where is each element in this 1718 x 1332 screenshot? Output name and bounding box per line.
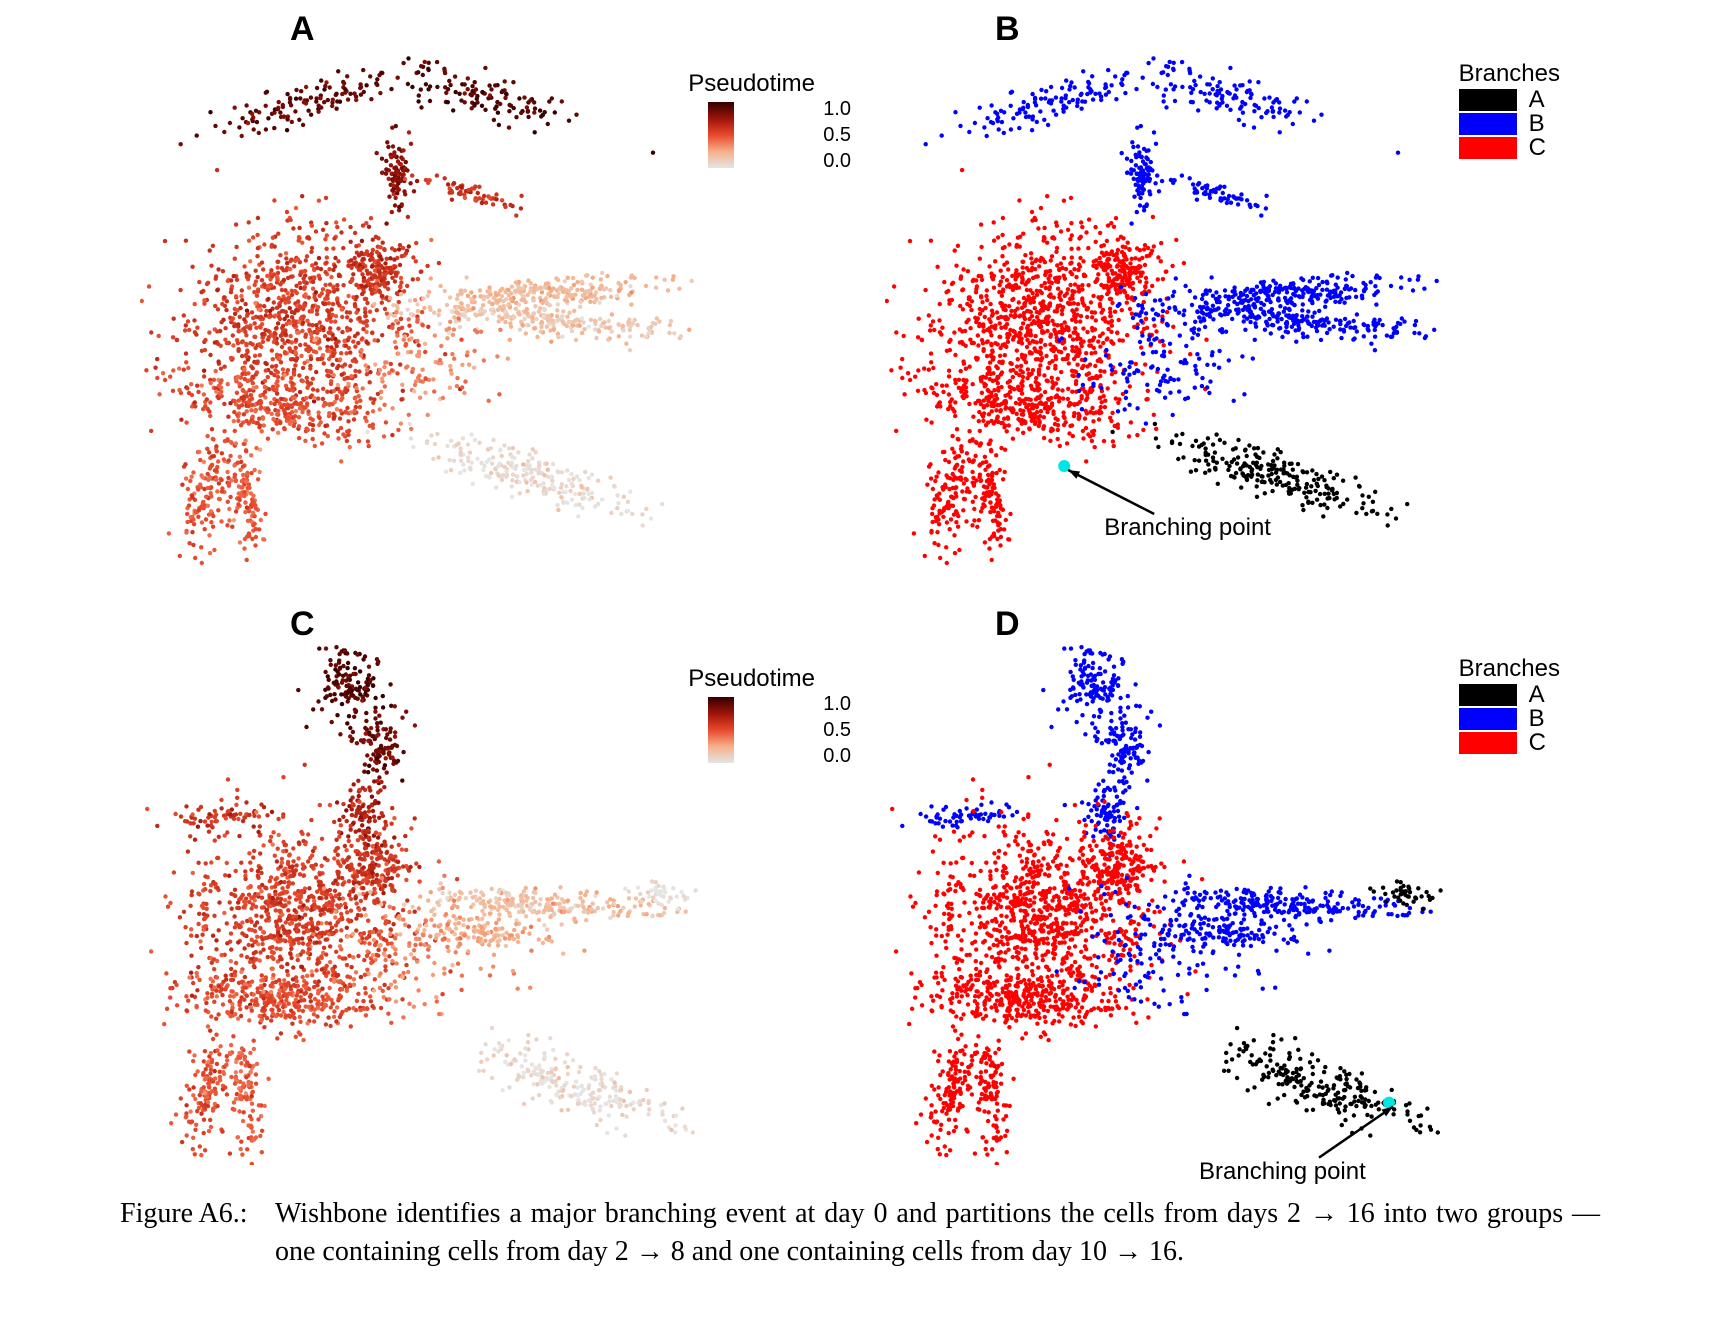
panel-A: A Pseudotime 1.0 0.5 0.0 bbox=[120, 10, 855, 595]
branching-point-label: Branching point bbox=[1199, 1158, 1366, 1186]
legend-label: C bbox=[1529, 136, 1546, 160]
legend-row: A bbox=[1459, 683, 1560, 707]
swatch-icon bbox=[1459, 89, 1517, 111]
colorbar-A bbox=[708, 102, 734, 168]
scatter-A bbox=[140, 50, 700, 570]
legend-row: B bbox=[1459, 707, 1560, 731]
panel-D: D Branches A B C Branching point bbox=[865, 605, 1600, 1190]
legend-label: A bbox=[1529, 88, 1545, 112]
branching-point-label: Branching point bbox=[1104, 514, 1271, 542]
legend-title: Branches bbox=[1459, 655, 1560, 683]
legend-row: A bbox=[1459, 88, 1560, 112]
legend-branches-B: Branches A B C bbox=[1459, 60, 1560, 160]
caption-fignum: Figure A6.: bbox=[120, 1195, 275, 1271]
panel-C: C Pseudotime 1.0 0.5 0.0 bbox=[120, 605, 855, 1190]
swatch-icon bbox=[1459, 137, 1517, 159]
colorbar-tick: 0.0 bbox=[823, 745, 851, 768]
legend-branches-D: Branches A B C bbox=[1459, 655, 1560, 755]
panel-label-D: D bbox=[995, 605, 1020, 644]
legend-row: B bbox=[1459, 112, 1560, 136]
scatter-D bbox=[885, 645, 1445, 1165]
swatch-icon bbox=[1459, 708, 1517, 730]
panel-label-A: A bbox=[290, 10, 315, 49]
panel-label-C: C bbox=[290, 605, 315, 644]
scatter-C bbox=[140, 645, 700, 1165]
figure-grid: A Pseudotime 1.0 0.5 0.0 B Branches A B … bbox=[120, 10, 1600, 1190]
colorbar-tick: 1.0 bbox=[823, 98, 851, 121]
legend-pseudotime-A: Pseudotime 1.0 0.5 0.0 bbox=[688, 70, 815, 168]
scatter-B bbox=[885, 50, 1445, 570]
legend-label: B bbox=[1529, 707, 1545, 731]
swatch-icon bbox=[1459, 684, 1517, 706]
legend-label: A bbox=[1529, 683, 1545, 707]
swatch-icon bbox=[1459, 732, 1517, 754]
colorbar-tick: 1.0 bbox=[823, 693, 851, 716]
legend-row: C bbox=[1459, 136, 1560, 160]
figure-caption: Figure A6.: Wishbone identifies a major … bbox=[120, 1195, 1600, 1271]
legend-title: Pseudotime bbox=[688, 70, 815, 98]
caption-text: Wishbone identifies a major branching ev… bbox=[275, 1195, 1600, 1271]
colorbar-tick: 0.5 bbox=[823, 124, 851, 147]
panel-label-B: B bbox=[995, 10, 1020, 49]
legend-label: B bbox=[1529, 112, 1545, 136]
swatch-icon bbox=[1459, 113, 1517, 135]
colorbar-tick: 0.5 bbox=[823, 719, 851, 742]
legend-title: Pseudotime bbox=[688, 665, 815, 693]
legend-pseudotime-C: Pseudotime 1.0 0.5 0.0 bbox=[688, 665, 815, 763]
figure-page: A Pseudotime 1.0 0.5 0.0 B Branches A B … bbox=[0, 0, 1718, 1332]
panel-B: B Branches A B C Branching point bbox=[865, 10, 1600, 595]
colorbar-tick: 0.0 bbox=[823, 150, 851, 173]
legend-row: C bbox=[1459, 731, 1560, 755]
colorbar-C bbox=[708, 697, 734, 763]
legend-title: Branches bbox=[1459, 60, 1560, 88]
legend-label: C bbox=[1529, 731, 1546, 755]
